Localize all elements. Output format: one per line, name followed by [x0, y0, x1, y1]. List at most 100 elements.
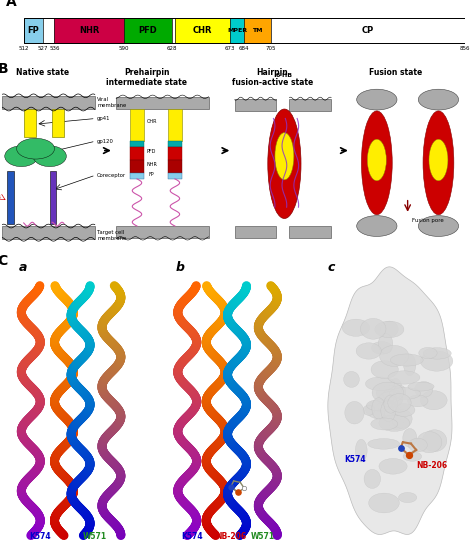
Ellipse shape [361, 111, 392, 215]
Bar [168, 141, 182, 147]
Ellipse shape [356, 343, 381, 359]
Ellipse shape [423, 111, 454, 215]
Text: 590: 590 [118, 46, 129, 51]
Bar [235, 98, 276, 111]
Text: FP: FP [173, 174, 177, 178]
Text: CHR: CHR [135, 120, 139, 130]
Text: PFD: PFD [138, 26, 157, 35]
Ellipse shape [268, 109, 301, 218]
Text: TM: TM [252, 28, 263, 33]
Ellipse shape [365, 399, 398, 420]
Text: K574: K574 [345, 455, 366, 464]
Bar [244, 18, 271, 44]
Text: PFD: PFD [173, 149, 177, 158]
Bar [52, 109, 64, 137]
Ellipse shape [377, 406, 394, 421]
Ellipse shape [380, 321, 398, 337]
Bar [55, 18, 124, 44]
Text: Prehairpin
intermediate state: Prehairpin intermediate state [107, 67, 187, 87]
Ellipse shape [356, 439, 367, 462]
Text: Fusion pore: Fusion pore [412, 218, 444, 223]
Text: Viral
membrane: Viral membrane [97, 97, 127, 108]
Ellipse shape [371, 418, 398, 430]
Bar [7, 171, 14, 224]
Bar [168, 109, 182, 141]
Text: c: c [327, 261, 335, 274]
Ellipse shape [375, 321, 404, 337]
Ellipse shape [404, 354, 416, 376]
Ellipse shape [378, 392, 403, 408]
Ellipse shape [393, 385, 406, 398]
Bar [2, 96, 95, 109]
Bar [116, 97, 209, 109]
Text: Hairpin
fusion-active state: Hairpin fusion-active state [232, 67, 313, 87]
Ellipse shape [379, 415, 410, 432]
Bar [130, 109, 144, 141]
Bar [2, 226, 95, 239]
Ellipse shape [345, 401, 364, 424]
Ellipse shape [377, 401, 401, 412]
Bar [24, 18, 43, 44]
Text: FP: FP [149, 172, 155, 177]
Ellipse shape [429, 139, 448, 181]
Text: B: B [0, 62, 8, 76]
Point [234, 488, 242, 497]
Text: 512: 512 [18, 46, 29, 51]
Ellipse shape [392, 409, 412, 428]
Text: Native state: Native state [16, 67, 69, 77]
Ellipse shape [393, 404, 415, 416]
Ellipse shape [391, 354, 423, 366]
Text: 856: 856 [459, 46, 470, 51]
Bar [116, 226, 209, 238]
Text: K574: K574 [29, 532, 51, 542]
Bar [130, 147, 144, 160]
Bar [168, 173, 182, 179]
Bar [130, 141, 144, 147]
Text: PFD: PFD [147, 149, 156, 154]
Ellipse shape [275, 132, 294, 180]
Ellipse shape [5, 146, 38, 167]
Ellipse shape [403, 452, 422, 461]
Ellipse shape [423, 348, 451, 359]
Text: FP: FP [27, 26, 39, 35]
Text: 684: 684 [239, 46, 249, 51]
Bar [168, 160, 182, 173]
Ellipse shape [372, 341, 392, 354]
Bar [173, 18, 175, 44]
Bar [168, 147, 182, 160]
Ellipse shape [366, 400, 392, 411]
Ellipse shape [408, 382, 434, 391]
Text: gp41: gp41 [97, 116, 110, 121]
Ellipse shape [399, 492, 417, 503]
Ellipse shape [388, 393, 411, 412]
Ellipse shape [363, 405, 375, 415]
Text: NHR: NHR [146, 162, 157, 167]
Ellipse shape [376, 386, 402, 400]
Bar [271, 18, 465, 44]
Text: b: b [175, 261, 184, 274]
Text: Fusion state: Fusion state [369, 67, 422, 77]
Ellipse shape [369, 493, 399, 513]
Ellipse shape [367, 139, 386, 181]
Bar [289, 98, 331, 111]
Text: W571: W571 [251, 532, 275, 542]
Ellipse shape [382, 406, 401, 417]
Ellipse shape [417, 432, 442, 453]
Text: NHR: NHR [135, 161, 139, 172]
Text: 536: 536 [49, 46, 60, 51]
Bar [43, 18, 55, 44]
Ellipse shape [389, 379, 402, 399]
Bar [24, 18, 465, 44]
Ellipse shape [33, 146, 66, 167]
Ellipse shape [409, 438, 428, 452]
Ellipse shape [388, 371, 420, 384]
Ellipse shape [415, 381, 433, 397]
Ellipse shape [420, 351, 453, 371]
Text: CHR: CHR [173, 120, 177, 130]
Ellipse shape [356, 89, 397, 110]
Bar [124, 18, 173, 44]
Text: K574: K574 [181, 532, 203, 542]
Ellipse shape [420, 391, 447, 410]
Point [405, 451, 413, 459]
Text: W571: W571 [83, 532, 107, 542]
